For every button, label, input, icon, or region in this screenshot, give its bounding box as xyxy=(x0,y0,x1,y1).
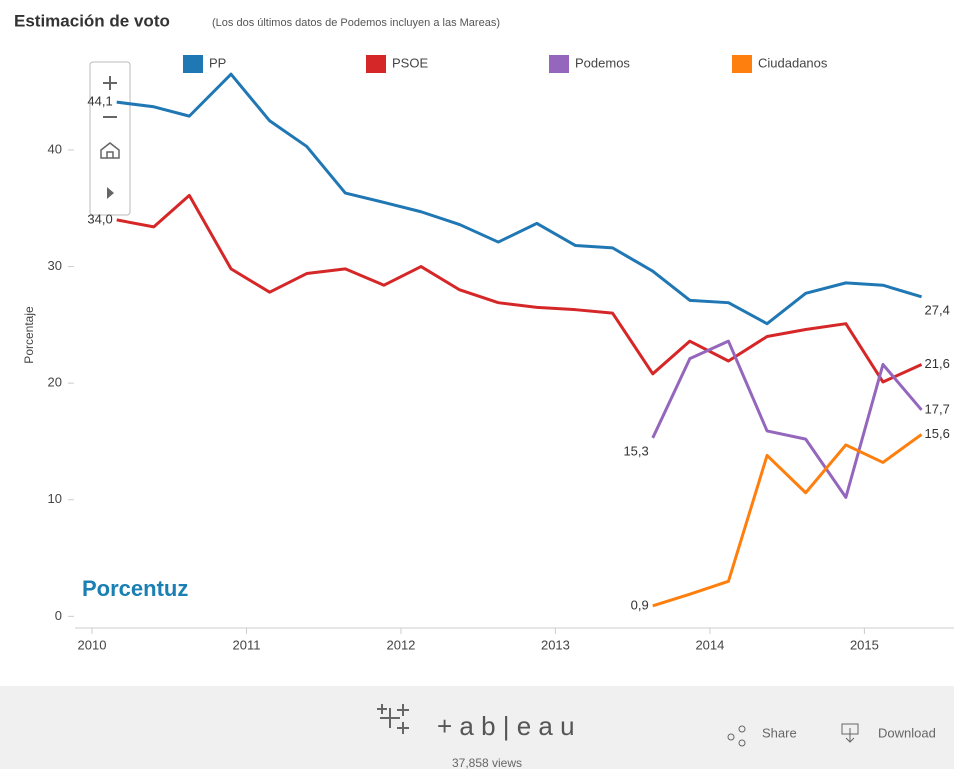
y-axis-label: Porcentaje xyxy=(22,306,36,364)
series-line xyxy=(116,193,923,384)
legend-swatch xyxy=(549,55,569,73)
x-tick-label: 2013 xyxy=(541,637,570,652)
series-line xyxy=(651,339,923,499)
data-label: 17,7 xyxy=(925,401,950,416)
legend-label: PP xyxy=(209,55,226,70)
legend-label: Ciudadanos xyxy=(758,55,828,70)
share-icon xyxy=(727,733,735,741)
download-label[interactable]: Download xyxy=(878,725,936,740)
y-tick-label: 40 xyxy=(48,141,62,156)
toolbar-box xyxy=(89,61,131,216)
legend-swatch xyxy=(366,55,386,73)
data-label: 44,1 xyxy=(87,94,112,109)
view-count: 37,858 views xyxy=(452,756,522,769)
data-label: 34,0 xyxy=(87,211,112,226)
x-tick-label: 2012 xyxy=(386,637,415,652)
x-tick-label: 2015 xyxy=(850,637,879,652)
data-label: 0,9 xyxy=(631,597,649,612)
x-tick-label: 2011 xyxy=(232,637,260,652)
data-label: 21,6 xyxy=(925,356,950,371)
legend-label: Podemos xyxy=(575,55,630,70)
download-icon xyxy=(841,723,859,743)
footer-bar xyxy=(0,686,954,769)
y-tick-label: 30 xyxy=(48,258,62,273)
x-tick-label: 2014 xyxy=(695,637,724,652)
y-tick-label: 0 xyxy=(55,608,62,623)
chart-subtitle: (Los dos últimos datos de Podemos incluy… xyxy=(212,17,500,29)
series-line xyxy=(652,433,923,608)
tableau-brand: + a b | e a u xyxy=(437,711,575,741)
data-label: 15,3 xyxy=(623,443,648,458)
y-tick-label: 20 xyxy=(48,375,62,390)
zoom-toolbar[interactable] xyxy=(89,61,131,216)
data-label: 27,4 xyxy=(925,302,950,317)
logo: Porcentuz xyxy=(82,576,188,601)
legend-swatch xyxy=(183,55,203,73)
y-tick-label: 10 xyxy=(48,491,62,506)
legend-label: PSOE xyxy=(392,55,428,70)
share-button[interactable]: Share xyxy=(727,725,797,747)
series-line xyxy=(116,72,922,326)
chart-title: Estimación de voto xyxy=(14,11,170,30)
share-icon xyxy=(738,725,746,733)
share-icon xyxy=(738,739,746,747)
play-icon[interactable] xyxy=(107,187,114,199)
share-label[interactable]: Share xyxy=(762,725,797,740)
tableau-icon xyxy=(377,704,409,734)
home-icon[interactable] xyxy=(100,142,120,159)
legend-swatch xyxy=(732,55,752,73)
download-button[interactable]: Download xyxy=(841,723,936,743)
x-tick-label: 2010 xyxy=(78,637,107,652)
zoom-icons[interactable] xyxy=(103,76,117,118)
data-label: 15,6 xyxy=(925,426,950,441)
